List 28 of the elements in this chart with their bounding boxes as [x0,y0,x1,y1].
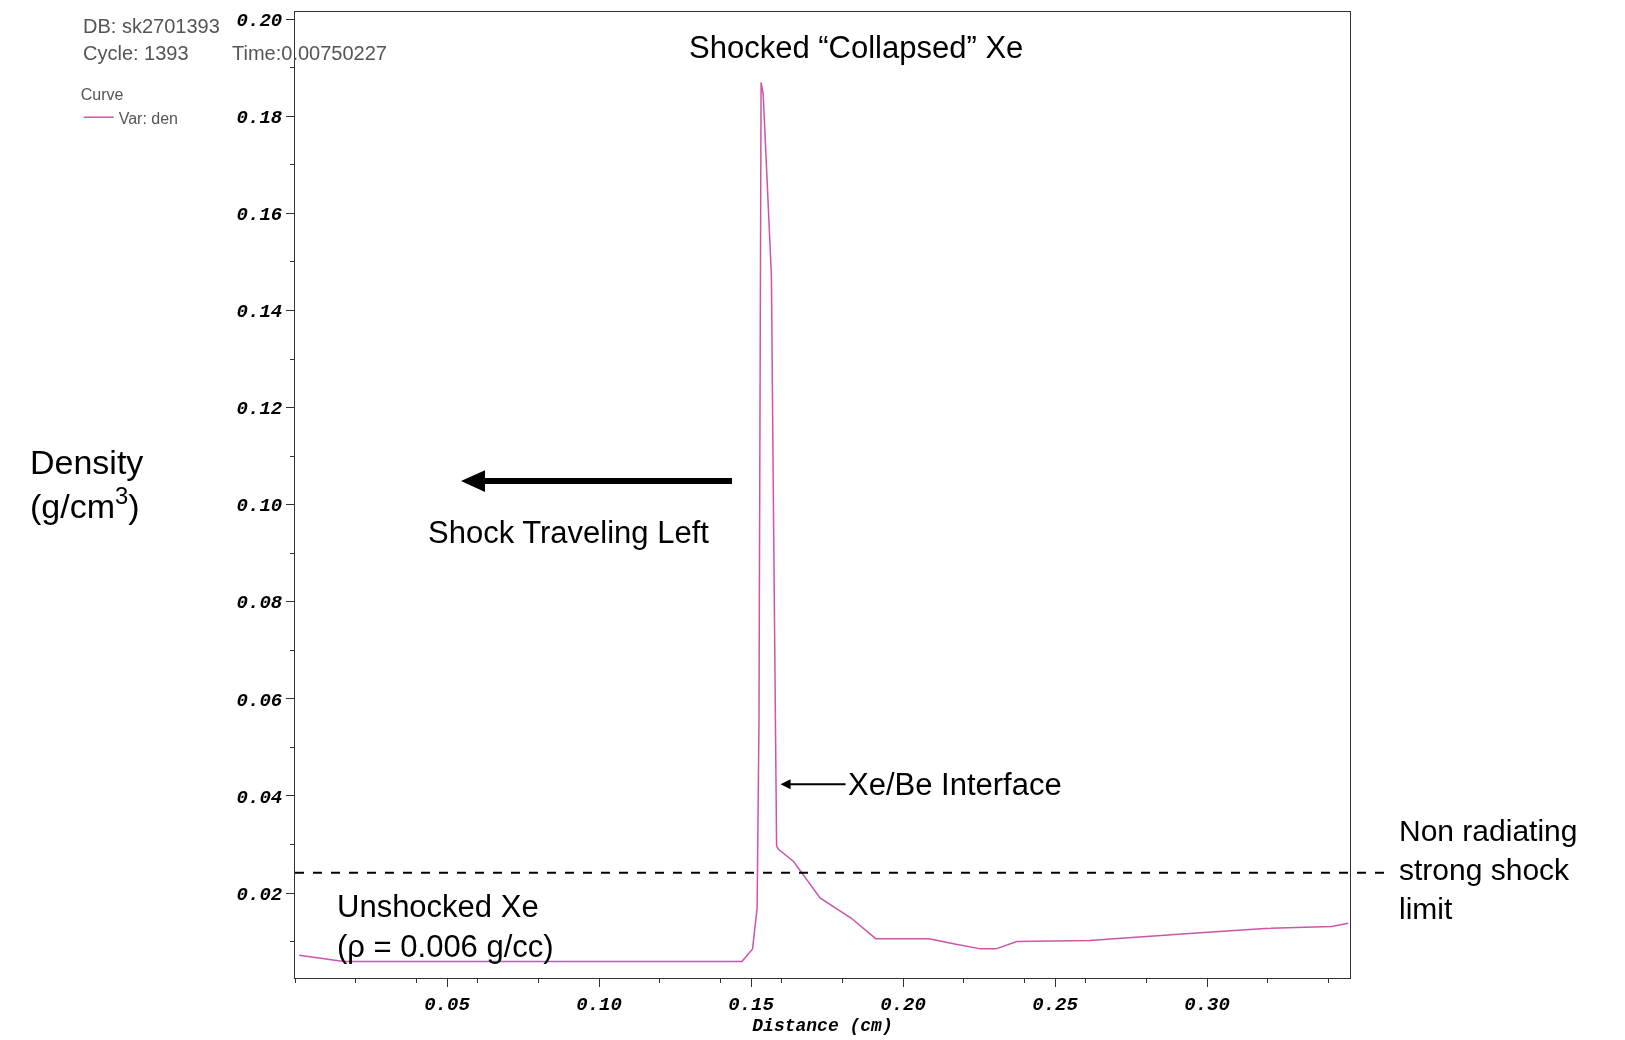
annotation: Xe/Be Interface [848,767,1062,802]
y-tick-label: 0.16 [236,204,283,227]
y-tick-label: 0.10 [236,495,283,518]
y-tick-label: 0.20 [236,9,283,32]
legend-title: Curve [80,86,124,104]
legend-label: Var: den [118,109,179,127]
annotation: Shock Traveling Left [428,515,710,550]
y-tick-label: 0.06 [236,689,283,712]
y-axis-title: Density (g/cm$^{3}$) [30,443,144,526]
x-tick-label: 0.30 [1184,993,1230,1016]
text: DB: sk2701393 [83,15,220,37]
ref-line-label: Non radiating strong shock limit [1399,814,1578,925]
annotation: Unshocked Xe (ρ = 0.006 g/cc) [337,889,554,965]
x-tick-label: 0.15 [728,993,775,1016]
y-tick-label: 0.02 [236,883,283,906]
x-axis-title: Distance (cm) [752,1015,893,1036]
x-tick-label: 0.10 [576,993,622,1016]
y-tick-label: 0.08 [236,592,283,615]
y-tick-label: 0.14 [236,301,283,324]
x-tick-label: 0.25 [1032,993,1079,1016]
line-series [298,81,1349,963]
x-tick-label: 0.20 [880,993,926,1016]
y-tick-label: 0.18 [236,107,283,130]
annotation: Shocked “Collapsed” Xe [689,30,1024,65]
y-tick-label: 0.04 [236,786,283,809]
y-tick-label: 0.12 [236,398,283,421]
x-tick-label: 0.05 [424,993,471,1016]
text: Cycle: 1393 [83,42,189,64]
